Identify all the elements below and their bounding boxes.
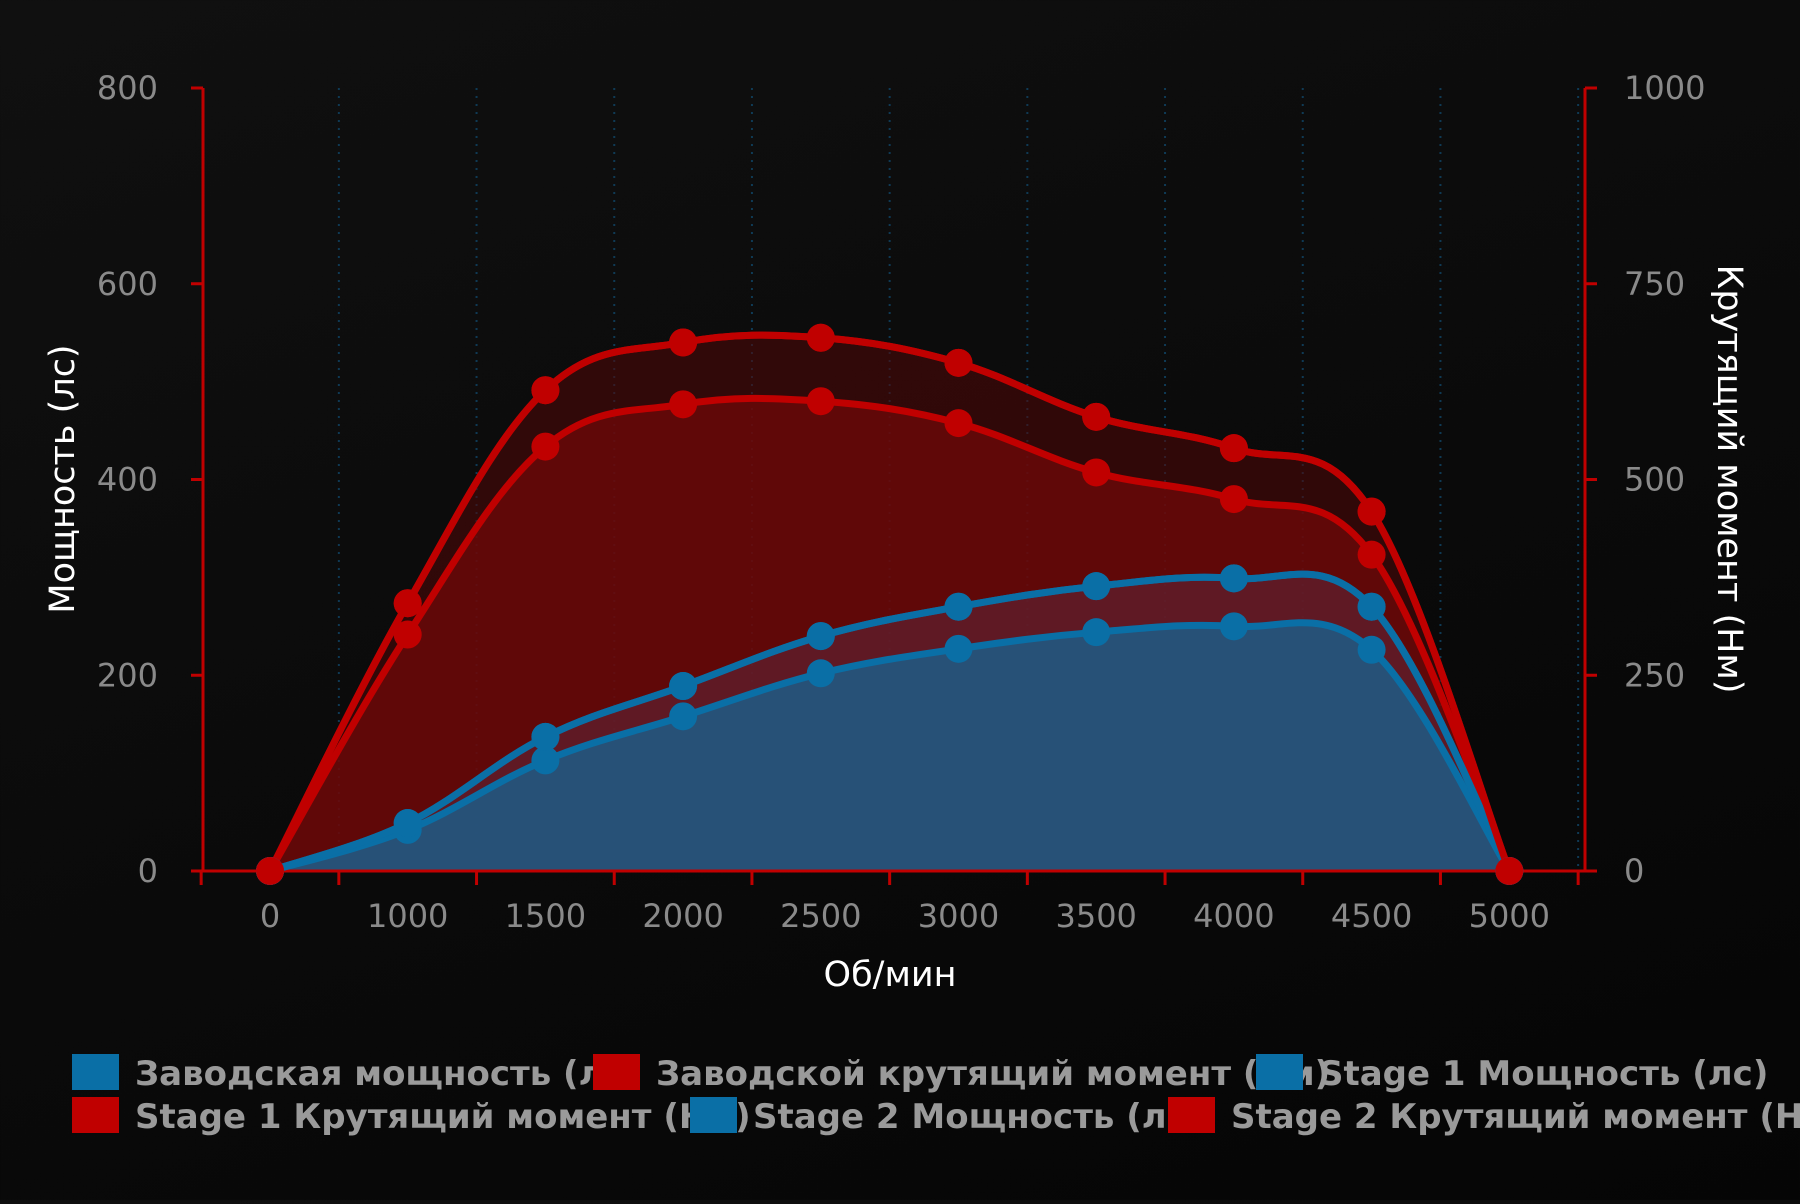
- y-left-tick-label: 600: [97, 265, 158, 303]
- legend-swatch: [593, 1054, 640, 1090]
- data-point: [1082, 402, 1111, 431]
- y-left-tick-label: 0: [138, 852, 158, 890]
- legend-label: Заводской крутящий момент (Нм): [656, 1054, 1330, 1094]
- x-tick-label: 1000: [367, 897, 448, 935]
- y-right-tick-label: 1000: [1624, 69, 1705, 107]
- data-point: [1495, 857, 1524, 885]
- x-tick-label: 3000: [918, 897, 999, 935]
- axis-layer: 0 200 400 600 800 0 250 500 750 1000 0 1000 1500 2000…: [97, 69, 1706, 935]
- data-point: [256, 857, 284, 885]
- legend-label: Stage 2 Крутящий момент (Нм): [1231, 1097, 1800, 1137]
- series-line: [266, 619, 1513, 875]
- y-axis-right-title: Крутящий момент (Нм): [1709, 265, 1749, 694]
- data-point: [669, 390, 698, 419]
- legend-swatch: [1256, 1054, 1303, 1090]
- data-point: [1357, 497, 1386, 526]
- label-layer: Об/мин Мощность (лс) Крутящий момент (Нм…: [43, 265, 1749, 996]
- data-point: [806, 659, 835, 688]
- legend-swatch: [72, 1054, 119, 1090]
- area-layer: [270, 335, 1510, 871]
- data-point: [806, 323, 835, 352]
- x-tick-label: 3500: [1055, 897, 1136, 935]
- legend-label: Stage 1 Крутящий момент (Нм): [135, 1097, 751, 1137]
- series-line: [266, 570, 1513, 875]
- legend-label: Stage 1 Мощность (лс): [1319, 1054, 1768, 1094]
- x-tick-label: 2000: [642, 897, 723, 935]
- data-point: [944, 634, 973, 663]
- line-layer: [266, 331, 1513, 875]
- x-tick-label: 4000: [1193, 897, 1274, 935]
- legend-label: Stage 2 Мощность (лс): [753, 1097, 1202, 1137]
- x-tick-label: 0: [260, 897, 280, 935]
- data-point: [1357, 592, 1386, 621]
- x-tick-label: 5000: [1469, 897, 1550, 935]
- data-point: [944, 409, 973, 438]
- y-right-tick-label: 500: [1624, 461, 1685, 499]
- series-line: [266, 394, 1513, 875]
- y-right-tick-label: 0: [1624, 852, 1644, 890]
- data-point: [393, 589, 422, 618]
- y-axis-left-title: Мощность (лс): [43, 344, 83, 613]
- data-point: [669, 672, 698, 701]
- data-point: [669, 328, 698, 357]
- area-fill: [270, 622, 1510, 871]
- data-point: [1219, 434, 1248, 463]
- y-left-tick-label: 200: [97, 656, 158, 694]
- legend-label: Заводская мощность (лс): [135, 1054, 639, 1094]
- data-point: [1082, 572, 1111, 601]
- data-point: [393, 620, 422, 649]
- series-line: [266, 331, 1513, 875]
- legend-swatch: [1168, 1097, 1215, 1133]
- data-point: [944, 592, 973, 621]
- data-point: [669, 702, 698, 731]
- data-point: [531, 746, 560, 775]
- legend-swatch: [72, 1097, 119, 1133]
- data-point: [1082, 458, 1111, 487]
- data-point: [1219, 612, 1248, 641]
- data-point: [1082, 618, 1111, 647]
- point-layer: [256, 323, 1524, 885]
- data-point: [531, 722, 560, 751]
- y-right-tick-label: 250: [1624, 656, 1685, 694]
- data-point: [531, 432, 560, 461]
- data-point: [806, 622, 835, 651]
- data-point: [1219, 564, 1248, 593]
- data-point: [393, 809, 422, 838]
- x-tick-label: 4500: [1331, 897, 1412, 935]
- data-point: [1219, 485, 1248, 514]
- x-axis-title: Об/мин: [824, 955, 957, 995]
- y-left-tick-label: 400: [97, 461, 158, 499]
- x-tick-label: 1500: [505, 897, 586, 935]
- data-point: [531, 376, 560, 405]
- legend-swatch: [690, 1097, 737, 1133]
- data-point: [944, 348, 973, 377]
- data-point: [1357, 635, 1386, 664]
- data-point: [1357, 540, 1386, 569]
- x-tick-label: 2500: [780, 897, 861, 935]
- legend: Заводская мощность (лс) Заводской крутящи…: [72, 1054, 1800, 1137]
- data-point: [806, 387, 835, 416]
- y-right-tick-label: 750: [1624, 265, 1685, 303]
- y-left-tick-label: 800: [97, 69, 158, 107]
